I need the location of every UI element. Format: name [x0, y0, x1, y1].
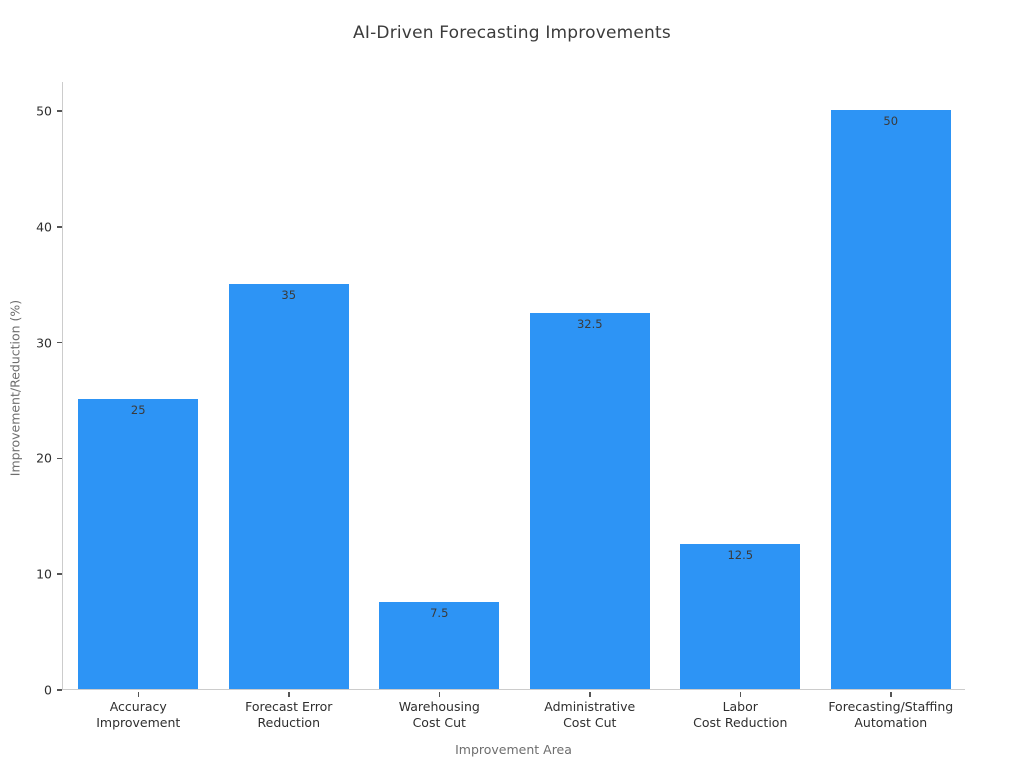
bar: [680, 544, 801, 689]
plot-area: 0 10 20 30 40 50 25 Accuracy Improvement 35 Foreca…: [36, 82, 965, 730]
bar-value-label: 7.5: [430, 606, 449, 621]
x-tick-label-line: Cost Reduction: [693, 715, 788, 730]
x-tick-label-line: Improvement: [96, 715, 181, 730]
y-tick-label: 20: [36, 450, 52, 466]
x-tick-label: Warehousing Cost Cut: [359, 699, 519, 731]
x-tick-mark: [137, 692, 139, 697]
y-tick-mark: [57, 110, 62, 112]
x-tick-label: Forecast Error Reduction: [209, 699, 369, 731]
x-tick-mark: [438, 692, 440, 697]
x-tick-label: Administrative Cost Cut: [510, 699, 670, 731]
bar-value-label: 12.5: [727, 548, 754, 563]
y-tick-label: 0: [44, 682, 52, 698]
x-tick-label: Accuracy Improvement: [58, 699, 218, 731]
y-tick-mark: [57, 689, 62, 691]
x-tick-label-line: Reduction: [257, 715, 321, 730]
y-tick-label: 10: [36, 566, 52, 582]
x-tick-label-line: Automation: [854, 715, 928, 730]
bar-value-label: 32.5: [576, 316, 603, 331]
y-tick-label: 40: [36, 219, 52, 235]
x-tick-label-line: Forecasting/Staffing: [828, 699, 954, 714]
y-tick-label: 50: [36, 103, 52, 119]
y-axis-label: Improvement/Reduction (%): [7, 299, 23, 477]
y-tick-mark: [57, 226, 62, 228]
x-axis-label: Improvement Area: [455, 742, 572, 757]
y-tick-label: 30: [36, 335, 52, 351]
x-tick-label-line: Forecast Error: [245, 699, 333, 714]
x-tick-label-line: Cost Cut: [563, 715, 617, 730]
bar-value-label: 50: [883, 113, 899, 128]
bar: [228, 283, 349, 689]
x-tick-label: Forecasting/Staffing Automation: [811, 699, 971, 731]
bar: [529, 312, 650, 689]
x-tick-mark: [890, 692, 892, 697]
y-tick-mark: [57, 341, 62, 344]
x-tick-label-line: Warehousing: [398, 699, 480, 714]
x-tick-label-line: Labor: [722, 699, 758, 714]
x-tick-label: Labor Cost Reduction: [660, 699, 820, 731]
bar: [379, 602, 500, 689]
bar: [830, 109, 951, 689]
bar-value-label: 35: [281, 287, 297, 302]
chart-title: AI-Driven Forecasting Improvements: [353, 23, 671, 43]
y-tick-mark: [57, 573, 62, 575]
x-tick-label-line: Accuracy: [109, 699, 167, 714]
y-tick-mark: [57, 457, 62, 460]
bar: [78, 399, 199, 689]
bar-value-label: 25: [130, 403, 146, 418]
x-tick-mark: [288, 692, 290, 697]
x-tick-label-line: Administrative: [544, 699, 636, 714]
x-tick-mark: [589, 692, 591, 697]
x-tick-mark: [739, 692, 741, 697]
x-tick-label-line: Cost Cut: [412, 715, 466, 730]
